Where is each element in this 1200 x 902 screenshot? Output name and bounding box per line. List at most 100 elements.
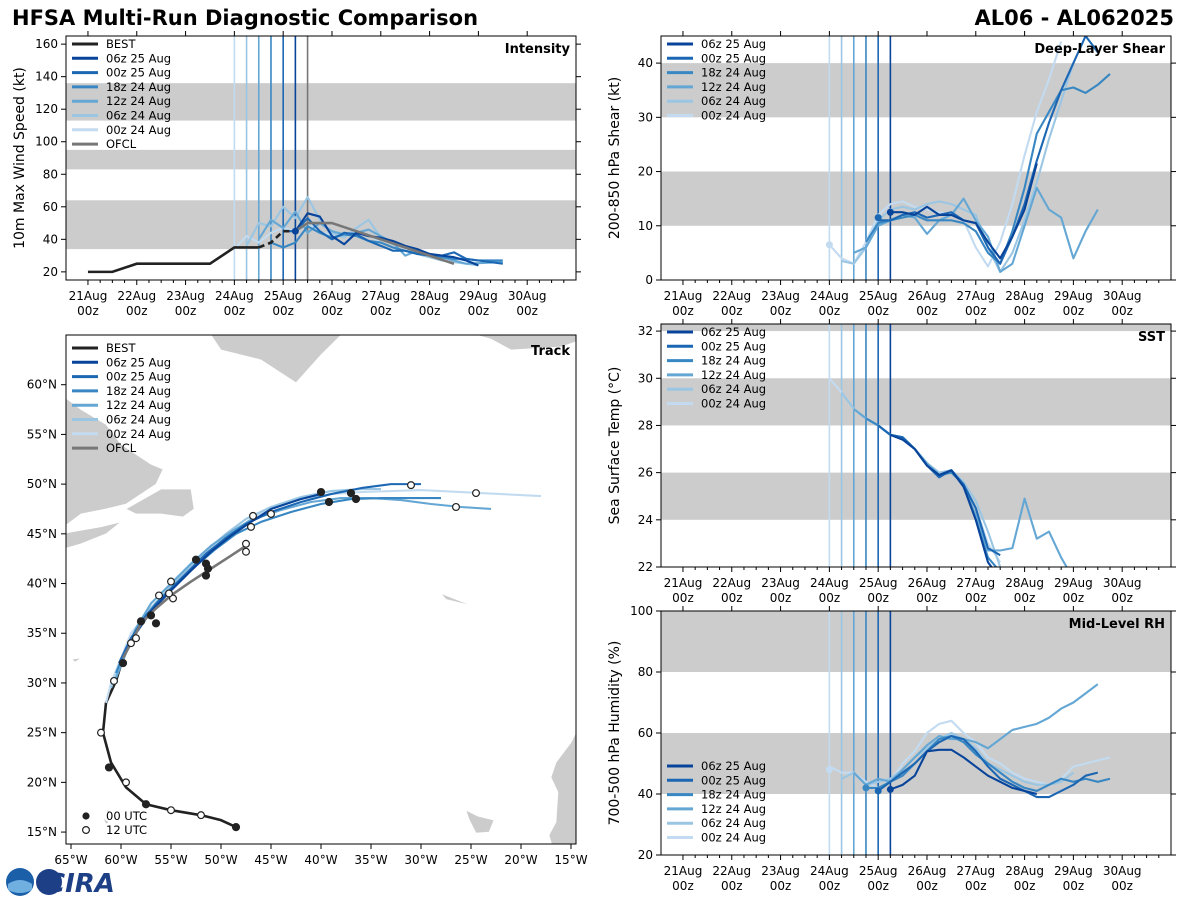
x-tick-label: 00z: [1014, 304, 1036, 318]
legend-label: 00z 25 Aug: [106, 370, 171, 384]
x-tick-label: 50°W: [204, 853, 237, 867]
x-tick-label: 29Aug: [1054, 289, 1093, 303]
land-layer: [66, 335, 576, 844]
track-point-00utc: [346, 488, 356, 498]
x-tick-label: 30Aug: [1103, 289, 1142, 303]
legend-label: 00z 25 Aug: [701, 51, 766, 65]
y-tick-label: 50°N: [27, 477, 57, 491]
track-point-00utc: [118, 658, 128, 668]
x-tick-label: 25Aug: [859, 289, 898, 303]
track-line-12z-24-Aug: [115, 496, 492, 679]
panel-title: Track: [531, 344, 570, 359]
x-tick-label: 00z: [672, 591, 694, 605]
y-tick-label: 28: [638, 418, 653, 432]
y-tick-label: 80: [638, 665, 653, 679]
legend-label: 12z 24 Aug: [701, 80, 766, 94]
series-line-BEST-forecast: [258, 229, 296, 249]
x-tick-label: 00z: [1063, 879, 1085, 893]
nova-scotia-land: [66, 521, 122, 549]
y-tick-label: 32: [638, 324, 653, 338]
x-tick-label: 28Aug: [1005, 576, 1044, 590]
azores-land: [440, 593, 472, 606]
x-tick-label: 26Aug: [908, 864, 947, 878]
x-tick-label: 00z: [770, 304, 792, 318]
panel-title: Intensity: [505, 42, 571, 57]
series-line-00z-25-Aug: [877, 424, 1001, 557]
panel-track: 65°W 60°W 55°W 50°W 45°W 40°W 35°W 30°W 25°W 20°W…: [27, 334, 588, 867]
threshold-band: [66, 83, 576, 121]
y-tick-label: 26: [638, 466, 653, 480]
panel-frame: [660, 35, 1172, 281]
legend-label: 06z 24 Aug: [106, 109, 171, 123]
x-tick-label: 00z: [468, 304, 490, 318]
track-point-00utc: [201, 571, 211, 580]
legend-label: 00z 24 Aug: [701, 397, 766, 411]
x-tick-label: 00z: [1111, 304, 1133, 318]
track-point-12utc: [452, 502, 461, 511]
init-point: [874, 214, 882, 222]
x-tick-label: 00z: [721, 591, 743, 605]
y-tick-label: 20°N: [27, 775, 57, 789]
x-tick-label: 29Aug: [1054, 864, 1093, 878]
threshold-band: [661, 324, 1171, 332]
x-tick-label: 25Aug: [264, 289, 303, 303]
track-point-00utc: [231, 822, 241, 832]
x-tick-label: 25Aug: [859, 576, 898, 590]
track-point-12utc: [126, 639, 135, 648]
legend-label: 12z 24 Aug: [106, 94, 171, 108]
legend-label: 00z 25 Aug: [106, 66, 171, 80]
y-axis-label: Sea Surface Temp (°C): [607, 367, 623, 525]
track-point-00utc: [203, 564, 213, 573]
x-tick-label: 21Aug: [664, 864, 703, 878]
x-tick-label: 28Aug: [410, 289, 449, 303]
y-tick-label: 20: [638, 848, 653, 862]
track-point-12utc: [472, 489, 481, 498]
series-line-00z-25-Aug: [878, 36, 1099, 265]
logo-text: CIRA: [46, 869, 114, 898]
x-tick-label: 40°W: [304, 853, 337, 867]
x-tick-label: 00z: [867, 879, 889, 893]
y-tick-label: 30: [638, 110, 653, 124]
track-line-06z-24-Aug: [110, 488, 381, 689]
x-tick-label: 27Aug: [956, 576, 995, 590]
x-tick-label: 29Aug: [459, 289, 498, 303]
init-point: [291, 227, 299, 235]
panel-sst: 22242628303221Aug00z22Aug00z23Aug00z24Au…: [607, 319, 1176, 605]
x-tick-label: 45°W: [254, 853, 287, 867]
track-point-12utc: [109, 676, 118, 685]
caribbean-island-land: [102, 817, 110, 825]
legend-label: 06z 25 Aug: [106, 51, 171, 65]
series-line-00z-25-Aug: [877, 734, 1099, 799]
y-tick-label: 60: [43, 200, 58, 214]
threshold-band: [661, 378, 1171, 426]
init-point: [886, 785, 894, 793]
africa-land: [548, 731, 576, 844]
track-point-00utc: [136, 617, 146, 626]
x-tick-label: 23Aug: [761, 576, 800, 590]
x-tick-label: 21Aug: [664, 576, 703, 590]
init-point: [874, 787, 882, 795]
caribbean-island-land: [105, 808, 111, 814]
x-tick-label: 00z: [516, 304, 538, 318]
cira-globe-icon: [36, 869, 62, 895]
threshold-band: [661, 63, 1171, 118]
x-tick-label: 00z: [819, 591, 841, 605]
y-tick-label: 10: [638, 219, 653, 233]
track-point-12utc: [167, 577, 176, 586]
y-tick-label: 60: [638, 726, 653, 740]
x-tick-label: 00z: [770, 879, 792, 893]
x-tick-label: 00z: [126, 304, 148, 318]
x-tick-label: 15°W: [554, 853, 587, 867]
track-point-00utc: [351, 494, 361, 504]
track-point-12utc: [132, 634, 141, 643]
panel-title: Deep-Layer Shear: [1034, 42, 1165, 57]
x-tick-label: 25Aug: [859, 864, 898, 878]
legend-label: BEST: [106, 37, 136, 51]
panel-title: SST: [1138, 330, 1165, 345]
x-tick-label: 27Aug: [956, 864, 995, 878]
panel-title: Mid-Level RH: [1069, 617, 1165, 632]
y-tick-label: 80: [43, 167, 58, 181]
x-tick-label: 00z: [272, 304, 294, 318]
y-tick-label: 100: [630, 604, 653, 618]
